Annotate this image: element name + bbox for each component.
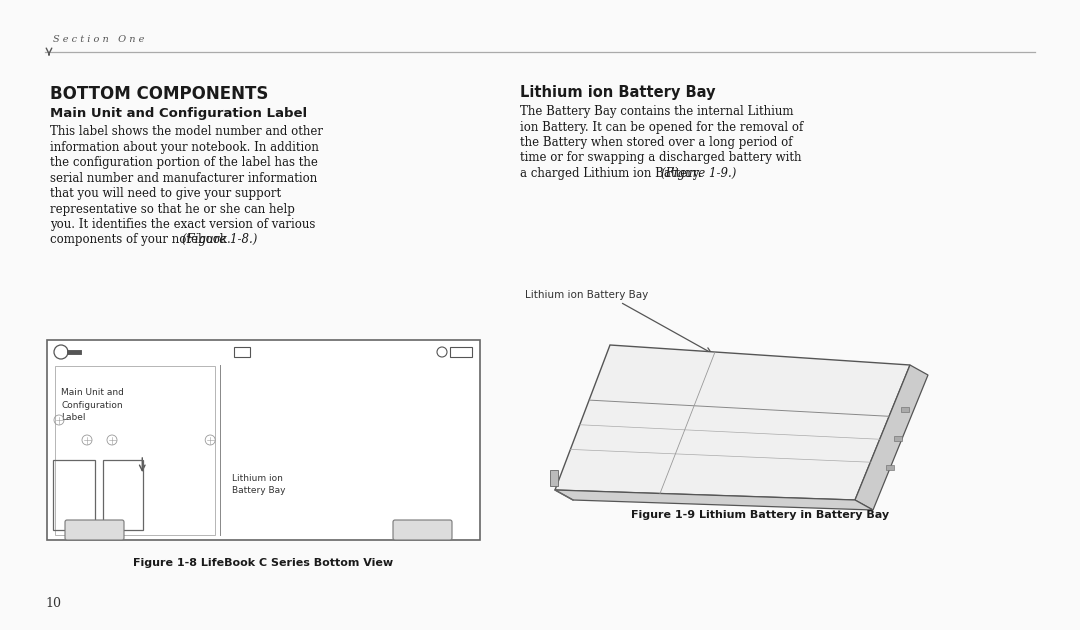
Text: Lithium ion Battery Bay: Lithium ion Battery Bay — [525, 290, 648, 300]
Bar — [53, 460, 95, 530]
Text: time or for swapping a discharged battery with: time or for swapping a discharged batter… — [519, 151, 801, 164]
Text: Main Unit and Configuration Label: Main Unit and Configuration Label — [50, 107, 307, 120]
Text: Figure 1-8 LifeBook C Series Bottom View: Figure 1-8 LifeBook C Series Bottom View — [134, 558, 393, 568]
Polygon shape — [555, 490, 873, 510]
Text: The Battery Bay contains the internal Lithium: The Battery Bay contains the internal Li… — [519, 105, 794, 118]
Bar — [450, 347, 472, 357]
Polygon shape — [555, 345, 910, 500]
FancyBboxPatch shape — [393, 520, 453, 540]
Text: you. It identifies the exact version of various: you. It identifies the exact version of … — [50, 218, 315, 231]
Text: representative so that he or she can help: representative so that he or she can hel… — [50, 202, 295, 215]
Text: S e c t i o n   O n e: S e c t i o n O n e — [53, 35, 145, 44]
Text: 10: 10 — [45, 597, 60, 610]
Bar — [55, 366, 215, 535]
Text: Figure 1-9 Lithium Battery in Battery Bay: Figure 1-9 Lithium Battery in Battery Ba… — [631, 510, 889, 520]
Bar — [901, 406, 909, 411]
Text: a charged Lithium ion Battery.: a charged Lithium ion Battery. — [519, 167, 705, 180]
Bar — [550, 470, 558, 486]
Bar — [886, 464, 894, 469]
Text: the configuration portion of the label has the: the configuration portion of the label h… — [50, 156, 318, 169]
Text: (Figure 1-9.): (Figure 1-9.) — [661, 167, 737, 180]
Bar — [103, 460, 143, 530]
Text: components of your notebook.: components of your notebook. — [50, 234, 234, 246]
Text: that you will need to give your support: that you will need to give your support — [50, 187, 281, 200]
Text: Lithium ion Battery Bay: Lithium ion Battery Bay — [519, 85, 715, 100]
Text: This label shows the model number and other: This label shows the model number and ot… — [50, 125, 323, 138]
Text: ion Battery. It can be opened for the removal of: ion Battery. It can be opened for the re… — [519, 120, 804, 134]
Polygon shape — [855, 365, 928, 510]
Bar — [234, 347, 249, 357]
Text: Main Unit and
Configuration
Label: Main Unit and Configuration Label — [60, 388, 124, 422]
FancyBboxPatch shape — [65, 520, 124, 540]
Bar — [893, 435, 902, 440]
Text: serial number and manufacturer information: serial number and manufacturer informati… — [50, 171, 318, 185]
Bar — [48, 340, 480, 540]
Text: Lithium ion
Battery Bay: Lithium ion Battery Bay — [232, 474, 286, 495]
Text: (Figure 1-8.): (Figure 1-8.) — [181, 234, 257, 246]
Text: the Battery when stored over a long period of: the Battery when stored over a long peri… — [519, 136, 793, 149]
Text: information about your notebook. In addition: information about your notebook. In addi… — [50, 140, 319, 154]
Text: BOTTOM COMPONENTS: BOTTOM COMPONENTS — [50, 85, 268, 103]
